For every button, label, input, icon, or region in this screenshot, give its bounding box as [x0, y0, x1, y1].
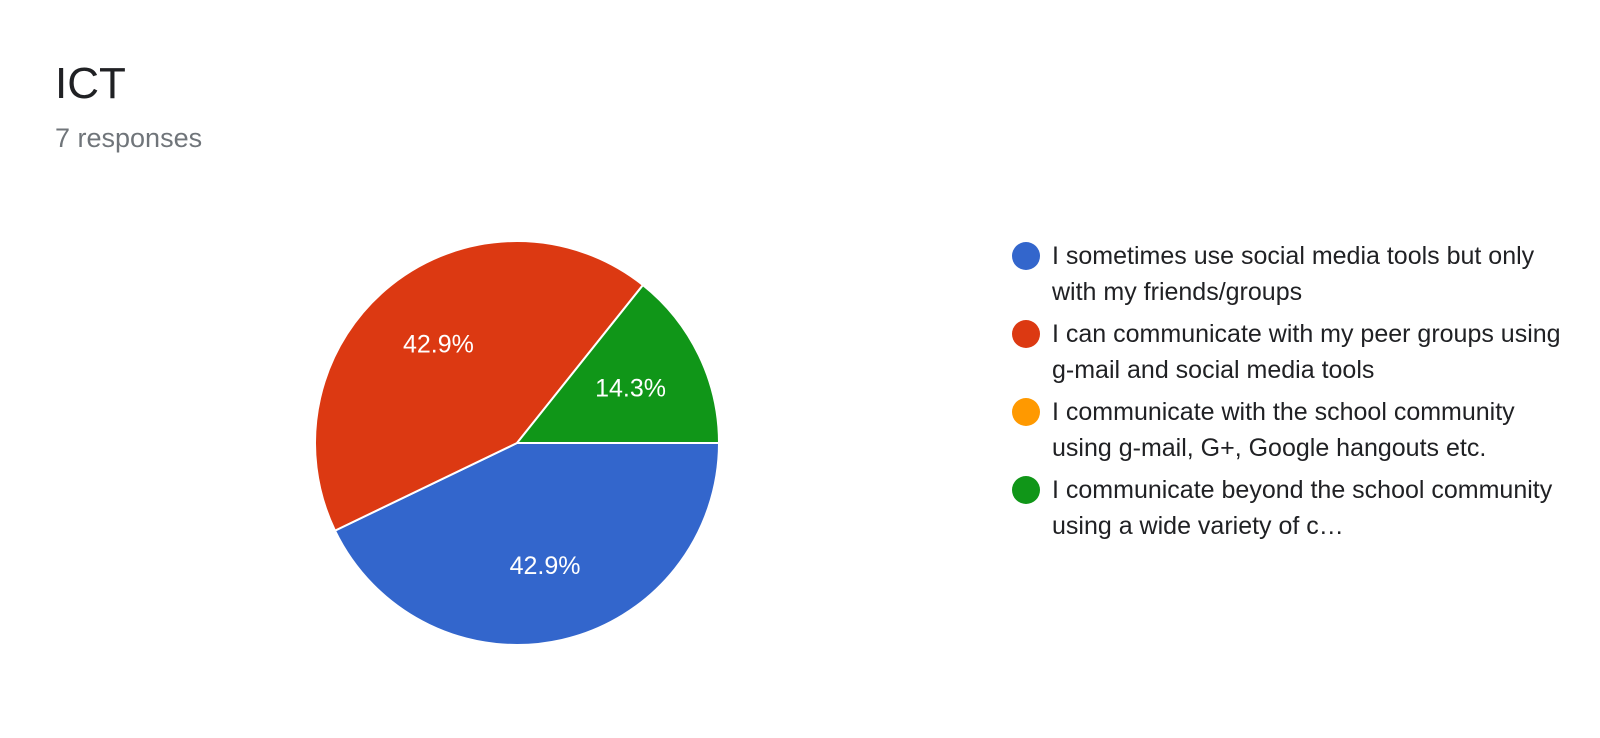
legend-color-swatch [1012, 320, 1040, 348]
legend-label: I can communicate with my peer groups us… [1052, 320, 1561, 384]
slice-label-1: 42.9% [510, 552, 581, 580]
pie-slice-2 [314, 240, 645, 532]
slice-label-2: 42.9% [403, 330, 474, 358]
response-count: 7 responses [55, 123, 203, 153]
legend-color-swatch [1012, 476, 1040, 504]
legend-label: I communicate beyond the school communit… [1052, 476, 1553, 540]
legend-item-1: I sometimes use social media tools but o… [1012, 238, 1572, 310]
legend-item-3: I communicate with the school community … [1012, 394, 1572, 466]
pie-slice-4 [514, 283, 721, 444]
chart-legend: I sometimes use social media tools but o… [1012, 238, 1572, 550]
legend-label: I communicate with the school community … [1052, 398, 1515, 462]
legend-item-2: I can communicate with my peer groups us… [1012, 316, 1572, 388]
legend-color-swatch [1012, 242, 1040, 270]
pie-slice-1 [333, 442, 721, 646]
slice-label-4: 14.3% [595, 374, 666, 402]
chart-title: ICT [55, 59, 126, 108]
legend-label: I sometimes use social media tools but o… [1052, 242, 1535, 306]
pie-chart: 42.9% 42.9% 14.3% [314, 240, 721, 646]
legend-item-4: I communicate beyond the school communit… [1012, 472, 1572, 544]
legend-color-swatch [1012, 398, 1040, 426]
